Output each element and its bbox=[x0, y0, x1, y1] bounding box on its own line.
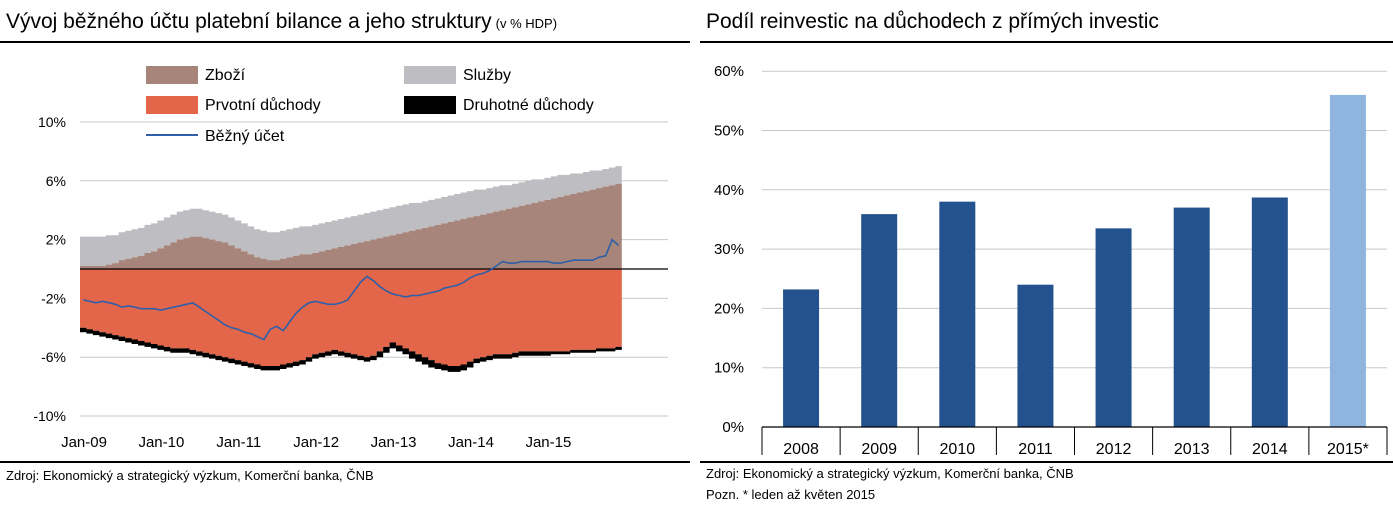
right-y-tick-label: 50% bbox=[714, 123, 744, 140]
right-x-tick-label: 2008 bbox=[783, 441, 819, 458]
right-y-tick-label: 60% bbox=[714, 63, 744, 80]
bar bbox=[1329, 94, 1366, 428]
legend-swatch bbox=[146, 96, 198, 114]
right-y-tick-label: 30% bbox=[714, 241, 744, 258]
bar bbox=[1251, 197, 1288, 427]
right-x-tick-label: 2014 bbox=[1252, 441, 1288, 458]
left-x-tick-label: Jan-11 bbox=[216, 434, 261, 451]
legend-label: Prvotní důchody bbox=[205, 96, 321, 114]
left-y-tick-label: 6% bbox=[46, 173, 66, 189]
left-x-tick-label: Jan-09 bbox=[61, 434, 107, 451]
bar bbox=[1017, 284, 1054, 427]
right-source-rule bbox=[700, 461, 1393, 463]
legend-swatch bbox=[404, 66, 456, 84]
right-source-note: Zdroj: Ekonomický a strategický výzkum, … bbox=[706, 466, 1074, 481]
current-account-line bbox=[83, 238, 620, 341]
legend-label: Druhotné důchody bbox=[463, 96, 594, 114]
right-y-tick-label: 20% bbox=[714, 300, 744, 317]
left-y-tick-label: 2% bbox=[46, 232, 66, 248]
left-chart-title: Vývoj běžného účtu platební bilance a je… bbox=[6, 10, 557, 34]
left-y-tick-label: -10% bbox=[33, 408, 66, 424]
left-x-tick-label: Jan-13 bbox=[371, 434, 417, 451]
left-y-tick-label: -6% bbox=[41, 349, 66, 365]
right-y-tick-label: 40% bbox=[714, 182, 744, 199]
right-y-tick-label: 10% bbox=[714, 360, 744, 377]
right-x-tick-label: 2010 bbox=[940, 441, 976, 458]
left-chart-title-unit: (v % HDP) bbox=[495, 16, 558, 31]
left-area-chart: 10% 6% 2% -2% -6% -10% Jan-09 Jan-10 Jan-11 Jan-1… bbox=[33, 66, 668, 451]
bar bbox=[1095, 228, 1132, 427]
right-bar-chart: 60% 50% 40% 30% 20% 10% 0% 2008 2009 2010 2011 2012… bbox=[714, 63, 1388, 458]
right-y-tick-label: 0% bbox=[722, 419, 744, 436]
secondary-income-area bbox=[80, 327, 622, 372]
right-chart-panel: Podíl reinvestic na důchodech z přímých … bbox=[700, 0, 1393, 509]
primary-income-area bbox=[80, 269, 622, 367]
left-title-rule bbox=[0, 41, 690, 43]
left-y-tick-label: -2% bbox=[41, 290, 66, 306]
left-source-note: Zdroj: Ekonomický a strategický výzkum, … bbox=[6, 468, 374, 483]
legend-swatch bbox=[146, 66, 198, 84]
legend-label: Běžný účet bbox=[205, 128, 285, 145]
legend-label: Služby bbox=[463, 67, 511, 84]
bar bbox=[783, 289, 820, 427]
bar bbox=[939, 201, 976, 427]
legend-label: Zboží bbox=[205, 67, 246, 84]
left-x-tick-label: Jan-14 bbox=[448, 434, 494, 451]
legend-swatch bbox=[404, 96, 456, 114]
left-x-tick-label: Jan-12 bbox=[293, 434, 339, 451]
left-source-rule bbox=[0, 461, 690, 463]
right-chart-title: Podíl reinvestic na důchodech z přímých … bbox=[706, 10, 1159, 33]
right-footnote: Pozn. * leden až květen 2015 bbox=[706, 487, 876, 502]
left-x-tick-label: Jan-15 bbox=[525, 434, 571, 451]
left-chart-panel: Vývoj běžného účtu platební bilance a je… bbox=[0, 0, 690, 509]
bar bbox=[1173, 207, 1210, 427]
left-chart-title-text: Vývoj běžného účtu platební bilance a je… bbox=[6, 10, 492, 33]
right-x-tick-label: 2012 bbox=[1096, 441, 1132, 458]
right-x-tick-label: 2013 bbox=[1174, 441, 1210, 458]
bar bbox=[861, 214, 898, 427]
right-x-tick-label: 2015* bbox=[1327, 441, 1369, 458]
right-title-rule bbox=[700, 41, 1393, 43]
left-x-tick-label: Jan-10 bbox=[138, 434, 184, 451]
right-x-tick-label: 2009 bbox=[861, 441, 897, 458]
left-y-tick-label: 10% bbox=[38, 114, 66, 130]
goods-area bbox=[80, 183, 622, 269]
right-x-tick-label: 2011 bbox=[1018, 441, 1053, 458]
